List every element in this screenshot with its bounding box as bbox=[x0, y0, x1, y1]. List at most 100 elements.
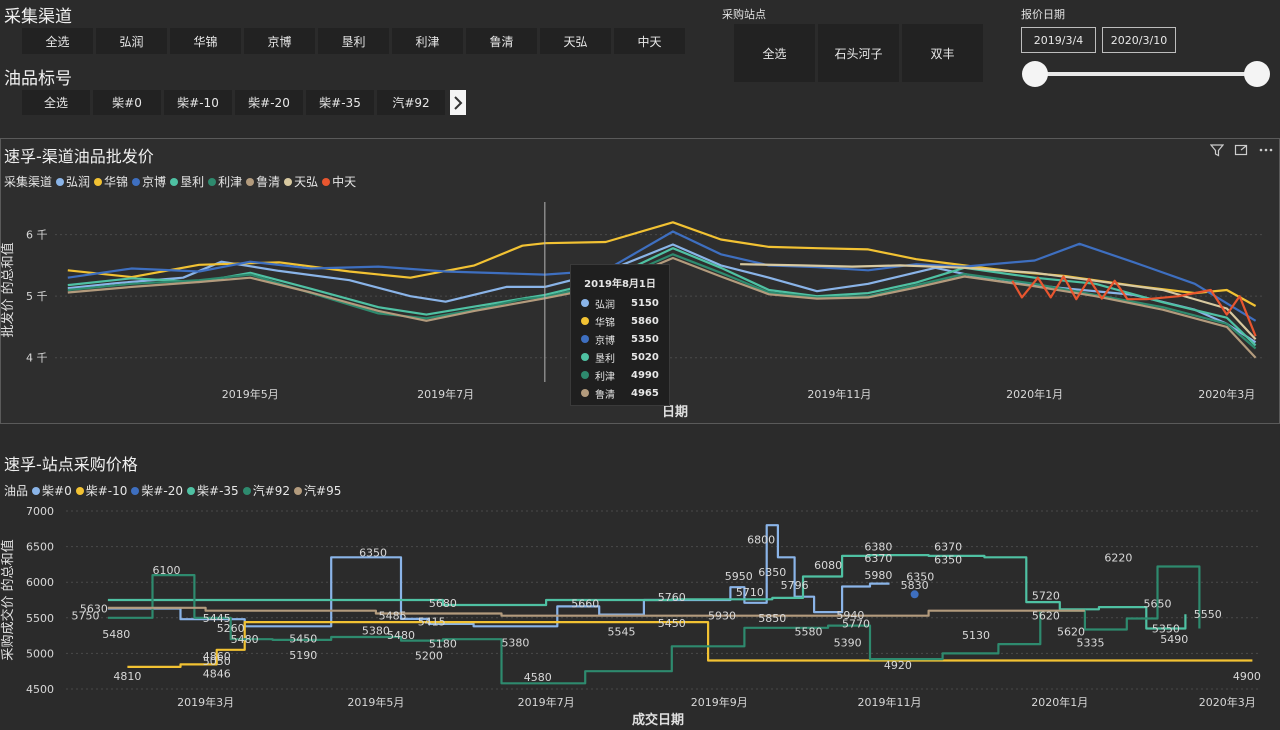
data-label: 6800 bbox=[747, 533, 775, 546]
channel-slicer-item-6[interactable]: 鲁清 bbox=[466, 28, 537, 54]
y-tick-label: 6 千 bbox=[26, 229, 48, 242]
more-options-icon[interactable] bbox=[1258, 143, 1274, 157]
date-start-input[interactable]: 2019/3/4 bbox=[1021, 27, 1096, 53]
slicer-next-button[interactable] bbox=[450, 90, 466, 115]
y-tick-label: 4 千 bbox=[26, 352, 48, 365]
channel-slicer-item-3[interactable]: 京博 bbox=[244, 28, 315, 54]
series-line[interactable] bbox=[740, 263, 1257, 340]
channel-slicer-item-2[interactable]: 华锦 bbox=[170, 28, 241, 54]
oil-slicer-item-3[interactable]: 柴#-20 bbox=[235, 90, 303, 115]
tooltip-series-name: 弘润 bbox=[595, 299, 615, 311]
channel-slicer-item-1[interactable]: 弘润 bbox=[96, 28, 167, 54]
station-slicer-title: 采购站点 bbox=[722, 8, 766, 21]
data-label: 5940 bbox=[836, 609, 864, 622]
station-slicer-item-1[interactable]: 石头河子 bbox=[818, 24, 899, 82]
series-line[interactable] bbox=[107, 606, 1085, 617]
data-label: 5930 bbox=[708, 610, 736, 623]
legend-item[interactable]: 柴#0 bbox=[32, 482, 72, 499]
x-tick-label: 2020年1月 bbox=[1031, 695, 1088, 709]
legend-item[interactable]: 利津 bbox=[208, 173, 242, 190]
legend-item[interactable]: 鲁清 bbox=[246, 173, 280, 190]
station-slicer: 全选 石头河子 双丰 bbox=[734, 24, 983, 82]
chart1-header-icons bbox=[1210, 143, 1274, 157]
date-range-start-handle[interactable] bbox=[1022, 61, 1048, 87]
series-line[interactable] bbox=[67, 243, 1257, 344]
tooltip-series-value: 5860 bbox=[631, 315, 659, 327]
legend-label: 汽#95 bbox=[304, 484, 342, 498]
chart2-plot[interactable]: 4500 5000 5500 6000 6500 7000 2019年3月 2019年5月 20… bbox=[0, 498, 1280, 730]
channel-slicer-item-4[interactable]: 垦利 bbox=[318, 28, 389, 54]
legend-label: 中天 bbox=[332, 175, 357, 189]
legend-item[interactable]: 天弘 bbox=[284, 173, 318, 190]
oil-slicer-item-1[interactable]: 柴#0 bbox=[93, 90, 161, 115]
legend-item[interactable]: 柴#-10 bbox=[75, 482, 128, 499]
x-tick-label: 2019年9月 bbox=[691, 695, 748, 709]
data-label: 5415 bbox=[418, 615, 446, 628]
series-line[interactable] bbox=[107, 554, 1187, 630]
data-label: 5390 bbox=[834, 637, 862, 650]
channel-slicer-item-8[interactable]: 中天 bbox=[614, 28, 685, 54]
x-tick-label: 2019年5月 bbox=[222, 387, 279, 401]
legend-label: 柴#-35 bbox=[197, 484, 239, 498]
tooltip-series-name: 华锦 bbox=[595, 317, 615, 329]
data-label: 5480 bbox=[231, 633, 259, 646]
chart1-plot[interactable]: 4 千 5 千 6 千 2019年5月 2019年7月 2019年11月 2020年1月 20… bbox=[0, 190, 1280, 424]
data-label: 5620 bbox=[1057, 625, 1085, 638]
tooltip-series-value: 5150 bbox=[631, 297, 659, 309]
data-label: 5980 bbox=[864, 569, 892, 582]
data-label: 5480 bbox=[387, 629, 415, 642]
filter-icon[interactable] bbox=[1210, 143, 1224, 157]
series-point[interactable] bbox=[910, 590, 919, 599]
y-tick-label: 6000 bbox=[26, 576, 54, 589]
data-label: 6350 bbox=[906, 571, 934, 584]
legend-item[interactable]: 垦利 bbox=[170, 173, 204, 190]
legend-item[interactable]: 柴#-20 bbox=[131, 482, 183, 499]
oil-slicer-item-5[interactable]: 汽#92 bbox=[377, 90, 445, 115]
data-label: 6350 bbox=[934, 553, 962, 566]
channel-slicer-item-7[interactable]: 天弘 bbox=[540, 28, 611, 54]
series-line[interactable] bbox=[1011, 275, 1257, 337]
legend-item[interactable]: 中天 bbox=[322, 173, 356, 190]
focus-mode-icon[interactable] bbox=[1234, 143, 1248, 157]
legend-marker bbox=[246, 177, 255, 186]
oil-slicer-item-2[interactable]: 柴#-10 bbox=[164, 90, 232, 115]
legend-item[interactable]: 弘润 bbox=[56, 173, 90, 190]
channel-slicer: 全选 弘润 华锦 京博 垦利 利津 鲁清 天弘 中天 bbox=[22, 28, 685, 54]
series-line[interactable] bbox=[107, 524, 890, 628]
data-label: 5796 bbox=[781, 579, 809, 592]
legend-item[interactable]: 柴#-35 bbox=[187, 482, 239, 499]
channel-slicer-item-5[interactable]: 利津 bbox=[392, 28, 463, 54]
legend-item[interactable]: 汽#95 bbox=[294, 482, 341, 499]
data-label: 5850 bbox=[758, 612, 786, 625]
series-line[interactable] bbox=[67, 230, 1257, 322]
legend-label: 弘润 bbox=[66, 175, 91, 189]
oil-slicer-item-0[interactable]: 全选 bbox=[22, 90, 90, 115]
series-line[interactable] bbox=[67, 247, 1257, 347]
legend-item[interactable]: 汽#92 bbox=[242, 482, 290, 499]
data-label: 5580 bbox=[795, 625, 823, 638]
legend-label: 天弘 bbox=[294, 175, 319, 189]
legend-item[interactable]: 华锦 bbox=[94, 173, 128, 190]
data-label: 5720 bbox=[1032, 590, 1060, 603]
tooltip-series-name: 京博 bbox=[595, 335, 615, 347]
legend-marker bbox=[94, 177, 103, 186]
series-line[interactable] bbox=[107, 565, 1201, 685]
legend-item[interactable]: 京博 bbox=[132, 173, 166, 190]
oil-slicer-item-4[interactable]: 柴#-35 bbox=[306, 90, 374, 115]
tooltip-series-dot bbox=[581, 371, 589, 379]
station-slicer-item-0[interactable]: 全选 bbox=[734, 24, 815, 82]
station-slicer-item-2[interactable]: 双丰 bbox=[902, 24, 983, 82]
tooltip-series-dot bbox=[581, 389, 589, 397]
chart2-legend-title: 油品 bbox=[4, 484, 29, 498]
chart1-legend-title: 采集渠道 bbox=[4, 175, 53, 189]
date-end-input[interactable]: 2020/3/10 bbox=[1102, 27, 1176, 53]
series-line[interactable] bbox=[127, 621, 1253, 668]
channel-slicer-item-0[interactable]: 全选 bbox=[22, 28, 93, 54]
data-label: 5200 bbox=[415, 650, 443, 663]
data-label: 6350 bbox=[758, 566, 786, 579]
tooltip-series-name: 鲁清 bbox=[595, 389, 615, 401]
chart1-tooltip: 2019年8月1日 弘润 5150 华锦 5860 京博 5350 垦利 5020 利津 4990… bbox=[570, 264, 670, 406]
legend-label: 柴#-10 bbox=[85, 484, 128, 498]
tooltip-series-dot bbox=[581, 353, 589, 361]
date-range-end-handle[interactable] bbox=[1244, 61, 1270, 87]
